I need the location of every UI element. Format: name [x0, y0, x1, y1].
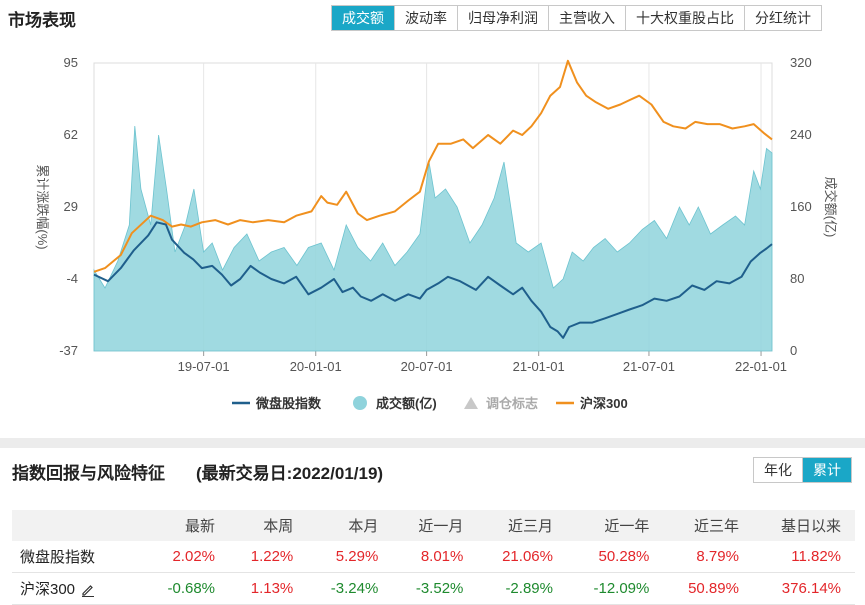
x-tick-label: 19-07-01: [178, 359, 230, 374]
column-header: 最新: [143, 510, 230, 541]
return-cell: 50.28%: [566, 541, 664, 573]
column-header: [12, 510, 144, 541]
column-header: 近一月: [392, 510, 478, 541]
x-tick-label: 20-07-01: [401, 359, 453, 374]
y-right-tick-label: 320: [790, 55, 812, 70]
metric-tab-bar: 成交额 波动率 归母净利润 主营收入 十大权重股占比 分红统计: [331, 5, 822, 31]
return-cell: -2.89%: [477, 572, 567, 605]
return-cell: -3.24%: [307, 572, 393, 605]
row-name-cell: 沪深300: [12, 572, 144, 605]
legend-triangle-marker: [464, 397, 478, 409]
table-row: 微盘股指数 2.02% 1.22% 5.29% 8.01% 21.06% 50.…: [12, 541, 855, 573]
column-header: 基日以来: [752, 510, 855, 541]
column-header: 近三月: [477, 510, 567, 541]
return-cell: 8.01%: [392, 541, 478, 573]
y-axis-title: 累计涨跌幅(%): [35, 164, 50, 249]
legend-label: 成交额(亿): [376, 396, 437, 411]
return-cell: 21.06%: [477, 541, 567, 573]
y-tick-label: 95: [64, 55, 78, 70]
return-cell: 50.89%: [663, 572, 753, 605]
market-performance-header: 市场表现 成交额 波动率 归母净利润 主营收入 十大权重股占比 分红统计: [0, 0, 865, 36]
table-header-row: 最新 本周 本月 近一月 近三月 近一年 近三年 基日以来: [12, 510, 855, 541]
y-tick-label: -37: [59, 343, 78, 358]
return-cell: 11.82%: [752, 541, 855, 573]
y-right-tick-label: 80: [790, 271, 804, 286]
y-tick-label: 29: [64, 199, 78, 214]
return-cell: -0.68%: [143, 572, 230, 605]
latest-date-label: (最新交易日:2022/01/19): [196, 464, 384, 483]
return-cell: 1.22%: [229, 541, 308, 573]
row-name: 微盘股指数: [12, 541, 144, 573]
return-cell: 2.02%: [143, 541, 230, 573]
x-tick-label: 21-01-01: [513, 359, 565, 374]
column-header: 近一年: [566, 510, 664, 541]
column-header: 近三年: [663, 510, 753, 541]
legend-label: 调仓标志: [486, 396, 538, 411]
x-tick-label: 20-01-01: [290, 359, 342, 374]
y-right-tick-label: 160: [790, 199, 812, 214]
tab-main-revenue[interactable]: 主营收入: [549, 6, 626, 30]
pencil-icon[interactable]: [81, 583, 95, 598]
table-row: 沪深300 -0.68% 1.13% -3.24% -3.52% -2.89% …: [12, 572, 855, 605]
toggle-cumulative[interactable]: 累计: [803, 458, 851, 482]
return-mode-toggle: 年化 累计: [753, 457, 852, 483]
tab-top10-weight[interactable]: 十大权重股占比: [626, 6, 745, 30]
micro-cap-index-line: [93, 221, 773, 339]
x-tick-label: 22-01-01: [735, 359, 787, 374]
x-tick-label: 21-07-01: [623, 359, 675, 374]
y-right-tick-label: 240: [790, 127, 812, 142]
chart-canvas: 19-07-01 20-01-01 20-07-01 21-01-01 21-07-01…: [35, 55, 838, 411]
returns-title: 指数回报与风险特征: [12, 464, 165, 483]
market-chart: 19-07-01 20-01-01 20-07-01 21-01-01 21-07-01…: [0, 40, 865, 425]
return-cell: 5.29%: [307, 541, 393, 573]
y-tick-label: 62: [64, 127, 78, 142]
tab-volatility[interactable]: 波动率: [395, 6, 458, 30]
legend-dot-marker: [353, 396, 367, 410]
return-cell: 8.79%: [663, 541, 753, 573]
hs300-line: [93, 59, 773, 273]
return-cell: -3.52%: [392, 572, 478, 605]
legend-label: 沪深300: [580, 396, 628, 411]
y-right-axis-title: 成交额(亿): [823, 177, 838, 238]
column-header: 本周: [229, 510, 308, 541]
toggle-annualized[interactable]: 年化: [754, 458, 803, 482]
returns-header: 指数回报与风险特征 (最新交易日:2022/01/19) 年化 累计: [0, 448, 865, 490]
return-cell: 376.14%: [752, 572, 855, 605]
tab-turnover[interactable]: 成交额: [332, 6, 395, 30]
tab-dividend[interactable]: 分红统计: [745, 6, 821, 30]
column-header: 本月: [307, 510, 393, 541]
tab-net-profit[interactable]: 归母净利润: [458, 6, 549, 30]
y-right-tick-label: 0: [790, 343, 797, 358]
legend-label: 微盘股指数: [255, 396, 322, 411]
y-tick-label: -4: [66, 271, 78, 286]
section-title: 市场表现: [8, 11, 76, 30]
return-cell: -12.09%: [566, 572, 664, 605]
section-divider: [0, 438, 865, 448]
returns-table: 最新 本周 本月 近一月 近三月 近一年 近三年 基日以来 微盘股指数 2.02…: [12, 510, 855, 605]
row-name: 沪深300: [20, 581, 76, 598]
return-cell: 1.13%: [229, 572, 308, 605]
